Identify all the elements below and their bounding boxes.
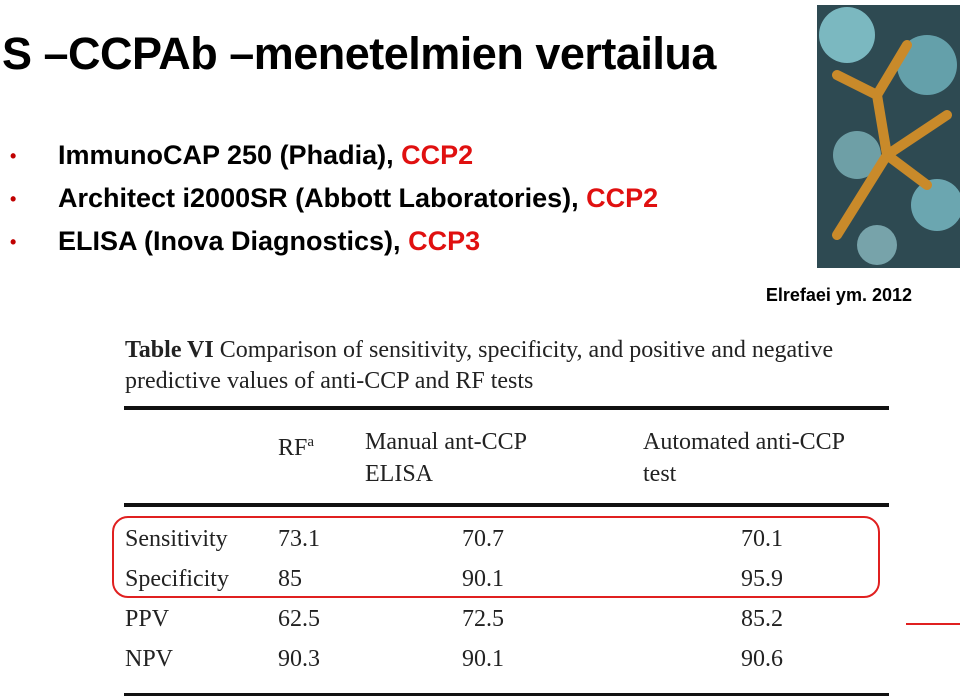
table-cell: 72.5: [462, 606, 504, 632]
bullet-text: Architect i2000SR (Abbott Laboratories),…: [58, 183, 658, 214]
table-label: Table VI: [125, 337, 214, 363]
table-rule: [124, 406, 889, 410]
header-cell: RFa: [278, 426, 314, 464]
bullet-dot: •: [10, 189, 17, 209]
table-cell: 95.9: [741, 566, 783, 592]
table-caption: Table VI Comparison of sensitivity, spec…: [125, 335, 895, 397]
bullet-dot: •: [10, 232, 17, 252]
bullet-highlight: CCP2: [401, 140, 474, 170]
table-cell: 85.2: [741, 606, 783, 632]
bullet-text: ELISA (Inova Diagnostics), CCP3: [58, 226, 480, 257]
caption-text: Comparison of sensitivity, specificity, …: [125, 337, 834, 394]
bullet-highlight: CCP2: [586, 183, 659, 213]
table-cell: 90.3: [278, 646, 320, 672]
table-rule: [124, 503, 889, 507]
bullet-highlight: CCP3: [408, 226, 481, 256]
antibody-image: [817, 5, 960, 268]
table-cell: 90.6: [741, 646, 783, 672]
header-cell: Automated anti-CCP test: [643, 429, 845, 487]
highlight-box: [112, 516, 880, 598]
red-line: [906, 623, 960, 625]
header-cell: Manual ant-CCP ELISA: [365, 429, 527, 487]
table-cell: PPV: [125, 606, 170, 632]
header-text: RF: [278, 435, 308, 461]
table-cell: Sensitivity: [125, 526, 228, 552]
table-cell: 73.1: [278, 526, 320, 552]
table-cell: 90.1: [462, 646, 504, 672]
table-cell: 85: [278, 566, 302, 592]
table-rule: [124, 693, 889, 696]
slide-title: S –CCPAb –menetelmien vertailua: [2, 28, 716, 79]
bullet-dot: •: [10, 146, 17, 166]
table-cell: 70.1: [741, 526, 783, 552]
table-cell: 90.1: [462, 566, 504, 592]
bullet-label: ELISA (Inova Diagnostics),: [58, 226, 401, 256]
bullet-label: Architect i2000SR (Abbott Laboratories),: [58, 183, 579, 213]
bullet-text: ImmunoCAP 250 (Phadia), CCP2: [58, 140, 473, 171]
citation: Elrefaei ym. 2012: [765, 285, 912, 305]
table-cell: 62.5: [278, 606, 320, 632]
bullet-label: ImmunoCAP 250 (Phadia),: [58, 140, 394, 170]
table-cell: 70.7: [462, 526, 504, 552]
table-cell: NPV: [125, 646, 174, 672]
table-cell: Specificity: [125, 566, 229, 592]
footnote-mark: a: [307, 434, 315, 450]
